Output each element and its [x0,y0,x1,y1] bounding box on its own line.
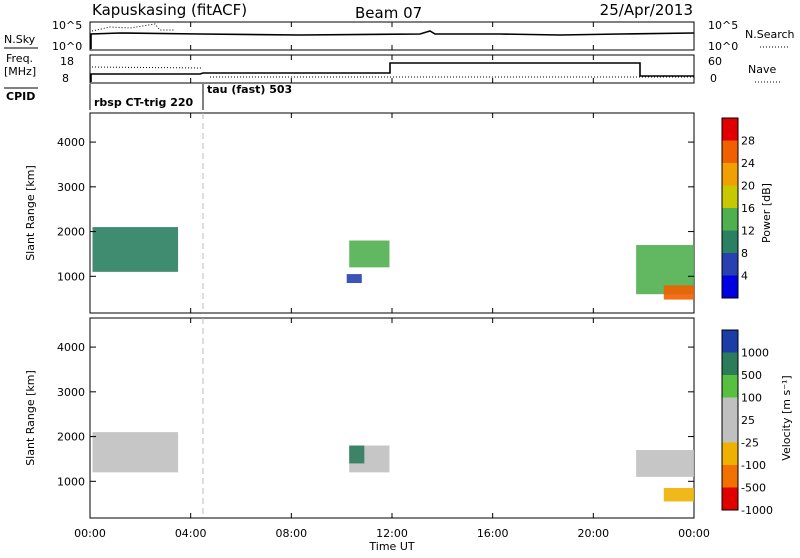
power-colorbar-frame [721,117,739,299]
nave-line [91,66,694,78]
power-colorbar-label: Power [dB] [760,183,773,243]
vel-ytick-label-2: 3000 [57,386,85,399]
freq-tick-bottom: 8 [62,72,69,85]
nave-label: Nave [748,63,776,76]
nave-tick-bottom: 0 [710,72,717,85]
velocity-colorbar-tick-0: 1000 [741,347,769,360]
velocity-colorbar-tick-1: 500 [741,369,762,382]
freq-unit-label: [MHz] [4,65,36,78]
velocity-colorbar-tick-7: -1000 [741,504,773,517]
power-colorbar-swatch-6 [722,140,738,163]
nsky-tick-bottom: 10^0 [52,40,82,53]
velocity-colorbar-swatch-4 [722,420,738,443]
noise-panel: N.Sky 10^5 10^0 10^5 10^0 N.Search [4,19,795,53]
velocity-colorbar-swatch-3 [722,397,738,420]
cpid-label: CPID [6,90,35,103]
power-panel: 1000 2000 3000 4000 Slant Range [km] [24,112,695,314]
freq-line [90,62,694,82]
vel-region-3 [636,449,694,477]
power-colorbar-swatch-1 [722,253,738,276]
power-ytick-label-3: 4000 [57,136,85,149]
power-ytick-label-2: 3000 [57,181,85,194]
nsearch-tick-bottom: 10^0 [708,40,738,53]
freq-label: Freq. [6,52,33,65]
xtick-label-3: 12:00 [376,527,408,540]
power-region-4 [663,285,694,300]
power-colorbar-tick-4: 20 [741,180,755,193]
velocity-colorbar-tick-6: -500 [741,482,766,495]
power-colorbar-swatch-0 [722,275,738,298]
cpid-panel: CPID rbsp CT-trig 220 tau (fast) 503 [4,83,292,110]
date-label: 25/Apr/2013 [600,1,693,19]
velocity-ylabel: Slant Range [km] [24,370,37,466]
power-ylabel: Slant Range [km] [24,165,37,261]
freq-tick-top: 18 [60,55,74,68]
power-colorbar-swatch-7 [722,118,738,141]
xtick-label-5: 20:00 [577,527,609,540]
velocity-colorbar-swatch-7 [722,487,738,510]
velocity-colorbar: 1000 500 100 25 -25 -100 -500 -1000 [721,329,773,517]
velocity-colorbar-tick-5: -100 [741,459,766,472]
power-colorbar-tick-1: 8 [741,247,748,260]
power-region-0 [92,227,179,272]
xtick-label-1: 04:00 [175,527,207,540]
xtick-label-2: 08:00 [275,527,307,540]
cpid-mode-2: tau (fast) 503 [207,83,292,96]
power-colorbar-swatch-2 [722,230,738,253]
nave-tick-top: 60 [708,55,722,68]
velocity-colorbar-swatch-6 [722,465,738,488]
xtick-label-6: 00:00 [678,527,710,540]
power-colorbar-tick-0: 4 [741,270,748,283]
power-colorbar-swatch-3 [722,208,738,231]
nsky-tick-top: 10^5 [52,19,82,32]
power-ytick-label-1: 2000 [57,226,85,239]
velocity-colorbar-frame [721,329,739,511]
xtick-label-0: 00:00 [74,527,106,540]
velocity-panel: 1000 2000 3000 4000 Slant Range [km] [24,317,695,519]
nsearch-label: N.Search [745,28,795,41]
velocity-colorbar-swatch-5 [722,442,738,465]
vel-ytick-label-1: 2000 [57,431,85,444]
power-colorbar-tick-5: 24 [741,157,755,170]
cpid-mode-1: rbsp CT-trig 220 [94,96,194,109]
power-region-1 [349,240,390,268]
power-colorbar-swatch-5 [722,163,738,186]
beam-label: Beam 07 [355,4,422,22]
nsky-label: N.Sky [4,33,36,46]
nsearch-line [91,23,175,32]
time-axis-label: Time UT [368,540,414,553]
velocity-colorbar-label: Velocity [m s⁻¹] [780,375,793,460]
vel-ytick-label-0: 1000 [57,475,85,488]
power-colorbar: 4 8 12 16 20 24 28 [721,117,755,299]
power-ytick-label-0: 1000 [57,270,85,283]
velocity-colorbar-swatch-0 [722,330,738,353]
velocity-colorbar-tick-4: -25 [741,437,759,450]
vel-region-0 [92,432,179,473]
power-colorbar-tick-3: 16 [741,202,755,215]
velocity-colorbar-swatch-1 [722,352,738,375]
velocity-colorbar-swatch-2 [722,375,738,398]
nsky-line [90,30,695,49]
vel-region-4 [663,488,694,502]
velocity-colorbar-tick-2: 100 [741,392,762,405]
nsearch-tick-top: 10^5 [708,19,738,32]
power-colorbar-tick-6: 28 [741,135,755,148]
power-colorbar-swatch-4 [722,185,738,208]
power-region-2 [346,274,362,284]
vel-ytick-label-3: 4000 [57,341,85,354]
time-axis: 00:00 04:00 08:00 12:00 16:00 20:00 00:00 [74,22,710,540]
vel-region-2 [349,445,365,464]
power-colorbar-tick-2: 12 [741,225,755,238]
station-title: Kapuskasing (fitACF) [92,1,247,19]
velocity-colorbar-tick-3: 25 [741,414,755,427]
xtick-label-4: 16:00 [477,527,509,540]
